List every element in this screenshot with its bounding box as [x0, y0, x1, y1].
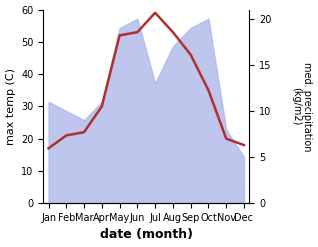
Y-axis label: med. precipitation
(kg/m2): med. precipitation (kg/m2)	[291, 62, 313, 151]
Y-axis label: max temp (C): max temp (C)	[5, 68, 16, 145]
X-axis label: date (month): date (month)	[100, 228, 193, 242]
